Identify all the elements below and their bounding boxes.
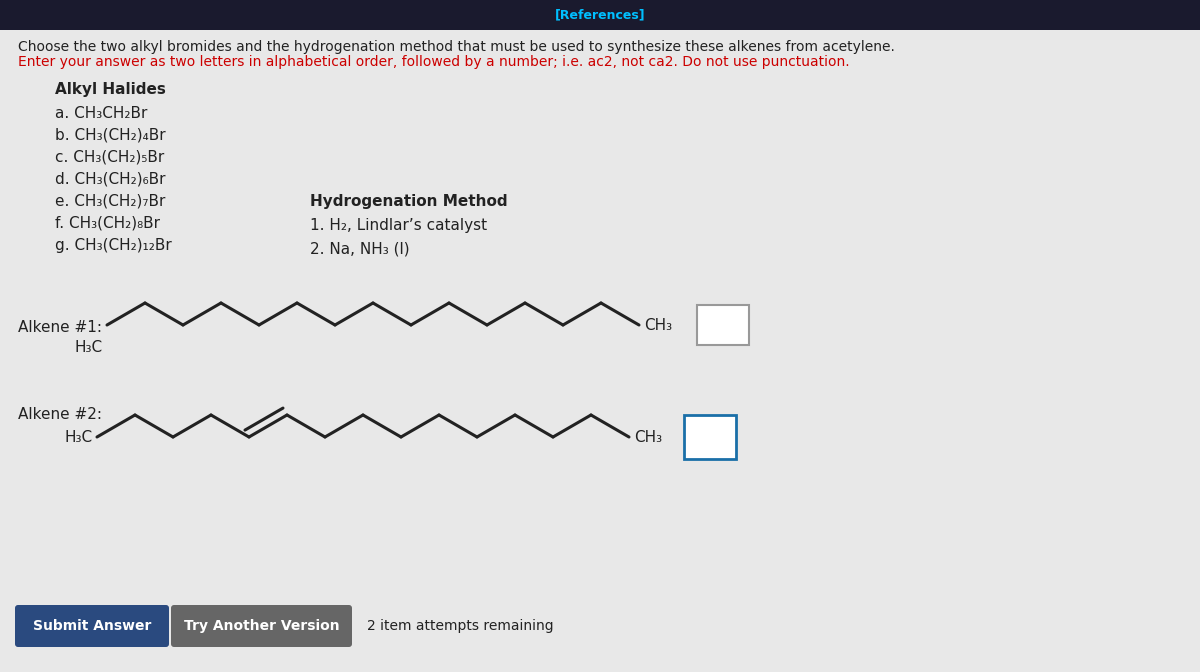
Text: CH₃: CH₃ <box>644 317 672 333</box>
Text: H₃C: H₃C <box>74 339 103 355</box>
Text: Enter your answer as two letters in alphabetical order, followed by a number; i.: Enter your answer as two letters in alph… <box>18 55 850 69</box>
FancyBboxPatch shape <box>172 605 352 647</box>
Bar <box>697 305 749 345</box>
Text: [References]: [References] <box>554 9 646 22</box>
Text: a. CH₃CH₂Br: a. CH₃CH₂Br <box>55 106 148 121</box>
Text: c. CH₃(CH₂)₅Br: c. CH₃(CH₂)₅Br <box>55 150 164 165</box>
Text: d. CH₃(CH₂)₆Br: d. CH₃(CH₂)₆Br <box>55 172 166 187</box>
Text: 2 item attempts remaining: 2 item attempts remaining <box>367 619 553 633</box>
Text: H₃C: H₃C <box>65 429 94 444</box>
Text: Hydrogenation Method: Hydrogenation Method <box>310 194 508 209</box>
Text: e. CH₃(CH₂)₇Br: e. CH₃(CH₂)₇Br <box>55 194 166 209</box>
Text: Alkene #2:: Alkene #2: <box>18 407 102 422</box>
Bar <box>684 415 736 459</box>
Text: 2. Na, NH₃ (l): 2. Na, NH₃ (l) <box>310 242 409 257</box>
Text: g. CH₃(CH₂)₁₂Br: g. CH₃(CH₂)₁₂Br <box>55 238 172 253</box>
FancyBboxPatch shape <box>14 605 169 647</box>
Text: CH₃: CH₃ <box>634 429 662 444</box>
Bar <box>0 0 1200 30</box>
Text: b. CH₃(CH₂)₄Br: b. CH₃(CH₂)₄Br <box>55 128 166 143</box>
Text: 1. H₂, Lindlar’s catalyst: 1. H₂, Lindlar’s catalyst <box>310 218 487 233</box>
Text: Alkene #1:: Alkene #1: <box>18 320 102 335</box>
Text: Choose the two alkyl bromides and the hydrogenation method that must be used to : Choose the two alkyl bromides and the hy… <box>18 40 895 54</box>
Text: Submit Answer: Submit Answer <box>32 619 151 633</box>
Text: Try Another Version: Try Another Version <box>184 619 340 633</box>
Text: f. CH₃(CH₂)₈Br: f. CH₃(CH₂)₈Br <box>55 216 160 231</box>
Text: Alkyl Halides: Alkyl Halides <box>55 82 166 97</box>
